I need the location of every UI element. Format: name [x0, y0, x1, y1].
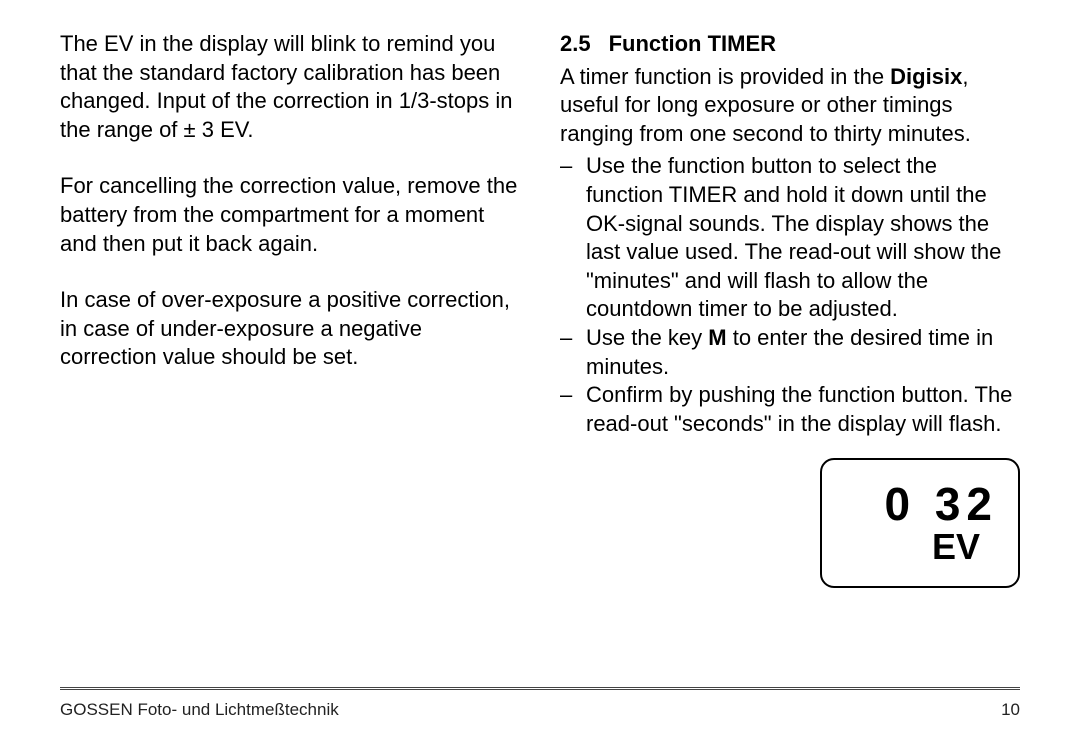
lcd-ev-label: EV	[932, 529, 980, 565]
lcd-display: 0 32 EV	[820, 458, 1020, 588]
step-3: Confirm by pushing the function button. …	[560, 381, 1020, 438]
footer-rule	[60, 687, 1020, 690]
step-2-bold: M	[708, 325, 726, 350]
timer-intro: A timer function is provided in the Digi…	[560, 63, 1020, 149]
left-para-2: For cancelling the correction value, rem…	[60, 172, 520, 258]
footer-page-number: 10	[1001, 700, 1020, 720]
right-column: 2.5 Function TIMER A timer function is pr…	[560, 30, 1020, 588]
lcd-digits: 0 32	[884, 481, 998, 527]
section-title: Function TIMER	[609, 31, 776, 56]
left-column: The EV in the display will blink to remi…	[60, 30, 520, 588]
section-heading: 2.5 Function TIMER	[560, 30, 1020, 59]
intro-text-a: A timer function is provided in the	[560, 64, 890, 89]
columns: The EV in the display will blink to remi…	[60, 30, 1020, 588]
step-2-a: Use the key	[586, 325, 708, 350]
page: The EV in the display will blink to remi…	[0, 0, 1080, 746]
step-1: Use the function button to select the fu…	[560, 152, 1020, 324]
left-para-1: The EV in the display will blink to remi…	[60, 30, 520, 144]
intro-bold: Digisix	[890, 64, 962, 89]
section-number: 2.5	[560, 30, 591, 59]
footer-left: GOSSEN Foto- und Lichtmeßtechnik	[60, 700, 339, 720]
timer-steps: Use the function button to select the fu…	[560, 152, 1020, 438]
footer: GOSSEN Foto- und Lichtmeßtechnik 10	[60, 700, 1020, 720]
left-para-3: In case of over-exposure a positive corr…	[60, 286, 520, 372]
step-2: Use the key M to enter the desired time …	[560, 324, 1020, 381]
